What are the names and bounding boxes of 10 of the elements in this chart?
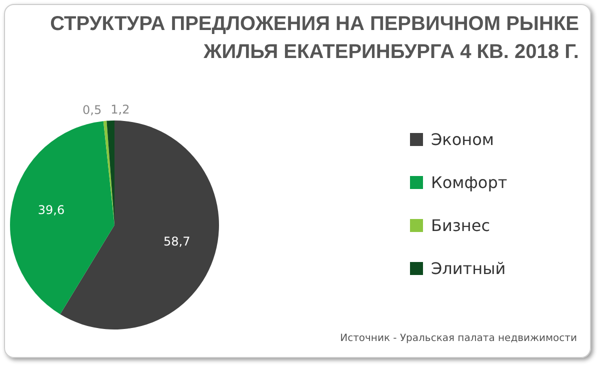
legend-label: Эконом (431, 130, 494, 149)
legend-label: Комфорт (431, 173, 508, 192)
legend-label: Элитный (431, 259, 506, 278)
legend-label: Бизнес (431, 216, 490, 235)
data-label: 1,2 (110, 102, 130, 117)
chart-title: СТРУКТУРА ПРЕДЛОЖЕНИЯ НА ПЕРВИЧНОМ РЫНКЕ ЖИЛЬЯ ЕКАТЕРИНБУРГА 4 КВ. 2018 Г. (49, 12, 579, 65)
data-label: 39,6 (38, 202, 65, 217)
text: Источник - Уральская палата недвижимости (340, 333, 577, 344)
data-label: 58,7 (164, 234, 190, 249)
data-label: 0,5 (82, 103, 102, 118)
